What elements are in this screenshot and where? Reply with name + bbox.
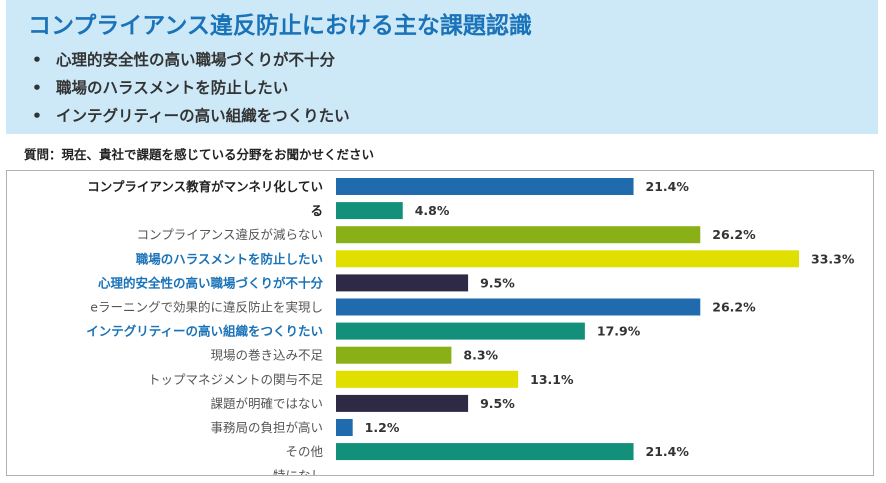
category-label: 事務局の負担が高い: [210, 420, 323, 435]
data-label: 4.8%: [415, 203, 450, 218]
data-label: 17.9%: [597, 324, 641, 339]
category-label: 課題が明確ではない: [210, 396, 323, 411]
data-label: 13.1%: [530, 372, 574, 387]
category-label: 特になし: [273, 468, 323, 475]
category-label: たい: [298, 324, 323, 339]
category-label: る: [310, 203, 323, 218]
data-label: 21.4%: [646, 179, 690, 194]
bar: [336, 394, 469, 412]
page-title: コンプライアンス違反防止における主な課題認識: [28, 13, 532, 39]
bar: [336, 322, 585, 340]
category-label: 心理的安全性の高い職場づくりが不十分: [98, 275, 324, 290]
bullet-dot-icon: •: [32, 51, 42, 69]
bar: [336, 202, 403, 220]
data-label: 9.5%: [480, 275, 515, 290]
category-label: コンプライアンス教育がマンネリ化してい: [87, 179, 323, 194]
data-label: 33.3%: [811, 251, 855, 266]
data-label: 21.4%: [646, 444, 690, 459]
data-label: 26.2%: [712, 300, 756, 315]
data-label: 9.5%: [480, 396, 515, 411]
bullet-item: • 職場のハラスメントを防止したい: [32, 74, 350, 102]
bullet-text: 職場のハラスメントを防止したい: [56, 79, 289, 97]
data-label: 26.2%: [712, 227, 756, 242]
category-label: 現場の巻き込み不足: [210, 348, 323, 363]
bullet-text: 心理的安全性の高い職場づくりが不十分: [56, 51, 336, 69]
bar: [336, 178, 634, 195]
bullet-dot-icon: •: [32, 107, 42, 125]
bar: [336, 226, 701, 244]
bullet-item: • 心理的安全性の高い職場づくりが不十分: [32, 46, 350, 74]
issue-bullet-list: • 心理的安全性の高い職場づくりが不十分 • 職場のハラスメントを防止したい • イン…: [32, 46, 350, 130]
category-label: その他: [285, 444, 323, 459]
data-label: 8.3%: [463, 348, 498, 363]
bar: [336, 298, 701, 316]
bar: [336, 443, 634, 461]
bar: [336, 274, 469, 292]
category-label: 職場のハラスメントを防止したい: [136, 251, 323, 266]
bullet-item: • インテグリティーの高い組織をつくりたい: [32, 102, 350, 130]
chart-frame: 21.4% コンプライアンス教育がマンネリ化している 4.8% 26.2% コンプライア…: [6, 170, 874, 476]
bar: [336, 419, 353, 436]
survey-question: 質問：現在、貴社で課題を感じている分野をお聞かせください: [24, 147, 375, 162]
bar: [336, 370, 519, 388]
bullet-dot-icon: •: [32, 79, 42, 97]
bar: [336, 346, 452, 364]
summary-banner: コンプライアンス違反防止における主な課題認識 • 心理的安全性の高い職場づくりが不…: [6, 0, 878, 134]
category-label: トップマネジメントの関与不足: [148, 372, 324, 387]
bar: [336, 250, 799, 268]
category-label: コンプライアンス違反が減らない: [137, 227, 323, 242]
category-label: インテグリティーの高い組織をつくりたい: [86, 324, 323, 339]
bullet-text: インテグリティーの高い組織をつくりたい: [56, 107, 350, 125]
category-label: eラーニングで効果的に違反防止を実現し: [90, 300, 323, 315]
data-label: 1.2%: [365, 420, 400, 435]
